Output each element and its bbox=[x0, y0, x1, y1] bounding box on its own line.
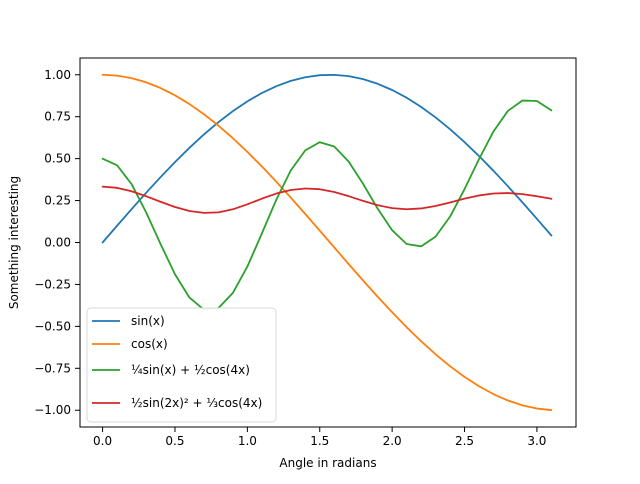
legend-label-2: cos(x) bbox=[131, 337, 168, 351]
series-line-2 bbox=[101, 73, 553, 411]
legend-box bbox=[86, 307, 277, 423]
y-tick-label-8: 0.75 bbox=[44, 110, 71, 124]
y-axis-label: Something interesting bbox=[7, 176, 21, 309]
x-tick-label-4: 1.5 bbox=[310, 434, 329, 448]
series-line-3 bbox=[101, 99, 553, 311]
x-tick-label-5: 2.0 bbox=[383, 434, 402, 448]
y-tick-label-6: 0.25 bbox=[44, 194, 71, 208]
x-tick-label-7: 3.0 bbox=[527, 434, 546, 448]
y-tick-label-3: −0.50 bbox=[34, 319, 71, 333]
legend-label-3: ¼sin(x) + ½cos(4x) bbox=[131, 363, 250, 377]
x-tick-label-2: 0.5 bbox=[165, 434, 184, 448]
x-tick-label-3: 1.0 bbox=[238, 434, 257, 448]
y-tick-label-4: −0.25 bbox=[34, 277, 71, 291]
legend-label-1: sin(x) bbox=[131, 314, 165, 328]
y-tick-label-9: 1.00 bbox=[44, 68, 71, 82]
legend-label-4: ½sin(2x)² + ⅓cos(4x) bbox=[131, 396, 262, 410]
y-tick-label-2: −0.75 bbox=[34, 361, 71, 375]
x-axis-label: Angle in radians bbox=[279, 456, 376, 470]
y-tick-label-7: 0.50 bbox=[44, 152, 71, 166]
series-line-1 bbox=[101, 73, 553, 244]
series-line-4 bbox=[101, 185, 553, 214]
x-tick-label-1: 0.0 bbox=[93, 434, 112, 448]
x-tick-label-6: 2.5 bbox=[455, 434, 474, 448]
y-tick-label-5: 0.00 bbox=[44, 236, 71, 250]
y-tick-label-1: −1.00 bbox=[34, 403, 71, 417]
